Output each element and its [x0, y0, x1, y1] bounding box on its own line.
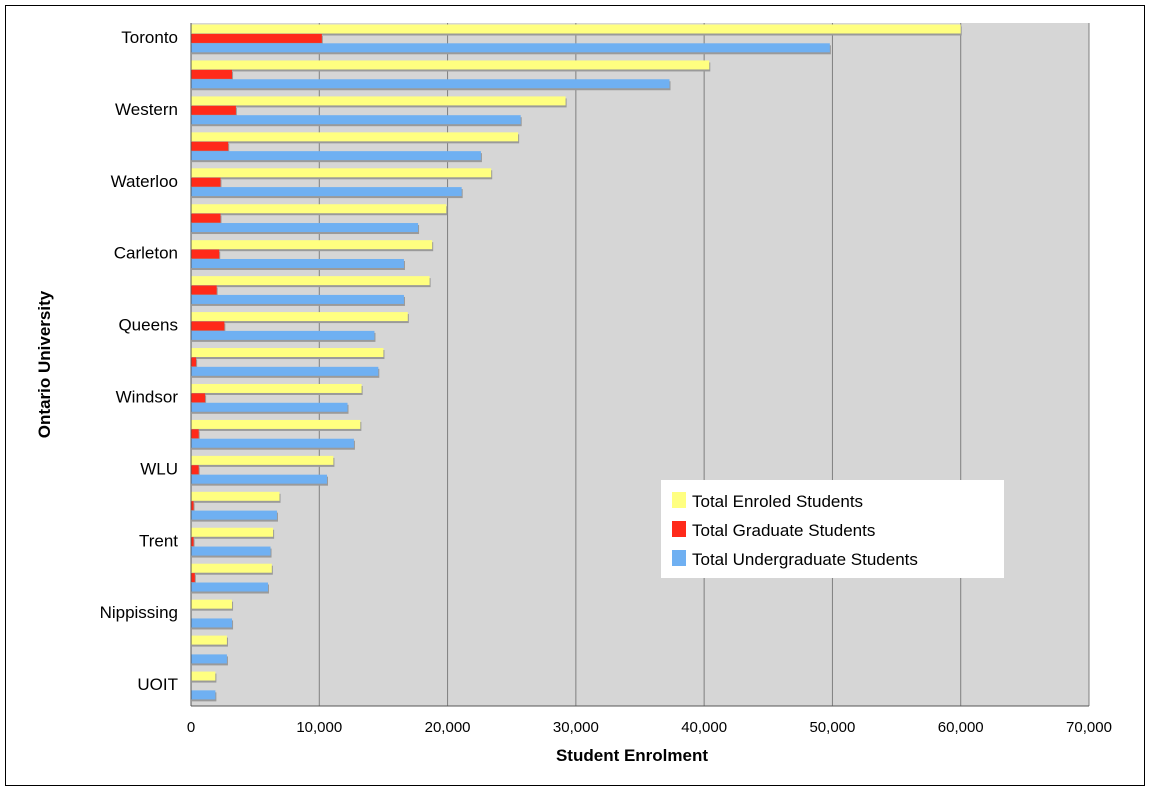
bar-undergraduate-11	[191, 438, 354, 448]
legend-swatch-undergraduate	[672, 550, 686, 566]
enrolment-bar-chart: Toronto Western Waterloo Carleton Queens Wind…	[35, 23, 1112, 765]
bar-undergraduate-17	[191, 654, 227, 664]
legend-swatch-enroled	[672, 492, 686, 508]
x-tick-label-4: 40,000	[681, 719, 727, 736]
bar-undergraduate-13	[191, 510, 277, 520]
x-tick-labels: 0 10,000 20,000 30,000 40,000 50,000 60,000 70,…	[187, 719, 1112, 736]
bar-enroled-11	[191, 419, 361, 429]
category-label-trent: Trent	[139, 531, 178, 550]
bar-undergraduate-5	[191, 223, 419, 233]
bar-undergraduate-12	[191, 474, 327, 484]
bar-enroled-1	[191, 60, 710, 70]
category-label-wlu: WLU	[140, 459, 178, 478]
category-label-carleton: Carleton	[114, 244, 178, 263]
bar-graduate-12	[191, 465, 199, 475]
bar-graduate-0	[191, 33, 322, 43]
bar-graduate-11	[191, 429, 199, 439]
bar-enroled-7	[191, 276, 430, 286]
bar-enroled-8	[191, 312, 408, 322]
bar-undergraduate-10	[191, 402, 348, 412]
y-axis-title: Ontario University	[35, 290, 54, 438]
bar-graduate-6	[191, 249, 220, 259]
bar-enroled-4	[191, 168, 492, 178]
category-label-uoit: UOIT	[137, 675, 178, 694]
category-label-queens: Queens	[118, 316, 178, 335]
bar-undergraduate-7	[191, 294, 404, 304]
bar-undergraduate-1	[191, 79, 670, 89]
bar-enroled-0	[191, 24, 961, 34]
x-tick-label-7: 70,000	[1066, 719, 1112, 736]
bar-enroled-14	[191, 527, 274, 537]
bar-undergraduate-2	[191, 115, 521, 125]
x-tick-label-6: 60,000	[938, 719, 984, 736]
bar-enroled-2	[191, 96, 566, 106]
bar-graduate-1	[191, 69, 233, 79]
x-axis-title: Student Enrolment	[556, 746, 708, 765]
x-tick-label-5: 50,000	[809, 719, 855, 736]
bar-enroled-17	[191, 635, 227, 645]
bar-enroled-12	[191, 455, 334, 465]
bar-undergraduate-3	[191, 151, 481, 161]
chart-frame: Toronto Western Waterloo Carleton Queens Wind…	[5, 5, 1145, 786]
bar-undergraduate-0	[191, 43, 830, 53]
bar-undergraduate-14	[191, 546, 271, 556]
bar-undergraduate-9	[191, 366, 379, 376]
bar-enroled-13	[191, 491, 280, 501]
bar-undergraduate-18	[191, 690, 216, 700]
bar-enroled-18	[191, 671, 216, 681]
x-tick-label-1: 10,000	[296, 719, 342, 736]
category-label-waterloo: Waterloo	[111, 172, 178, 191]
x-tick-label-2: 20,000	[425, 719, 471, 736]
bar-enroled-9	[191, 348, 384, 358]
category-label-nippissing: Nippissing	[100, 603, 178, 622]
category-label-western: Western	[115, 100, 178, 119]
bar-enroled-6	[191, 240, 433, 250]
legend-label-graduate: Total Graduate Students	[692, 521, 875, 540]
bar-enroled-15	[191, 563, 272, 573]
axes	[190, 23, 1089, 707]
bar-undergraduate-15	[191, 582, 268, 592]
category-labels: Toronto Western Waterloo Carleton Queens Wind…	[100, 28, 179, 694]
bars	[191, 24, 962, 702]
legend-label-enroled: Total Enroled Students	[692, 492, 863, 511]
bar-undergraduate-16	[191, 618, 233, 628]
bar-enroled-5	[191, 204, 447, 214]
bar-graduate-15	[191, 573, 195, 583]
bar-enroled-16	[191, 599, 233, 609]
bar-graduate-2	[191, 105, 236, 115]
legend-box	[661, 480, 1004, 578]
x-tick-label-3: 30,000	[553, 719, 599, 736]
bar-graduate-5	[191, 213, 221, 223]
x-tick-label-0: 0	[187, 719, 195, 736]
bar-graduate-9	[191, 357, 197, 367]
bar-graduate-7	[191, 285, 217, 295]
legend-swatch-graduate	[672, 521, 686, 537]
category-label-windsor: Windsor	[116, 387, 179, 406]
bar-graduate-8	[191, 321, 225, 331]
bar-graduate-14	[191, 537, 194, 547]
bar-undergraduate-4	[191, 187, 462, 197]
bar-graduate-3	[191, 141, 229, 151]
bar-graduate-13	[191, 501, 194, 511]
legend-label-undergraduate: Total Undergraduate Students	[692, 550, 918, 569]
bar-graduate-10	[191, 393, 206, 403]
category-label-toronto: Toronto	[121, 28, 178, 47]
bar-undergraduate-6	[191, 258, 404, 268]
bar-graduate-4	[191, 177, 221, 187]
bar-enroled-3	[191, 132, 519, 142]
bar-enroled-10	[191, 383, 362, 393]
legend: Total Enroled Students Total Graduate St…	[661, 480, 1004, 578]
bar-undergraduate-8	[191, 330, 375, 340]
